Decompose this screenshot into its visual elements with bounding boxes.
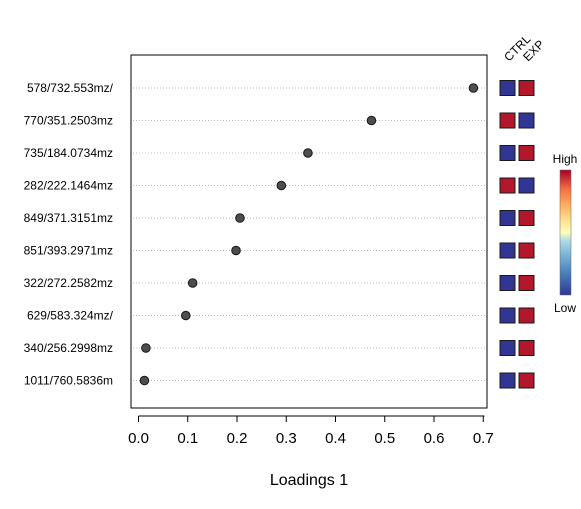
heatmap-cell-ctrl (499, 307, 516, 324)
x-tick-label: 0.0 (128, 430, 149, 447)
feature-label: 1011/760.5836m (24, 374, 113, 388)
data-point (276, 180, 287, 191)
heatmap-cell-exp (518, 145, 535, 161)
heatmap-cell-exp (518, 340, 535, 356)
feature-label: 770/351.2503mz (24, 114, 113, 128)
heatmap-cells (499, 80, 535, 389)
heatmap-cell-ctrl (499, 177, 516, 194)
heatmap-cell-ctrl (499, 145, 516, 161)
data-point (231, 245, 241, 256)
data-point (366, 115, 377, 126)
color-legend: High Low (553, 152, 578, 315)
feature-label: 849/371.3151mz (24, 211, 113, 225)
data-point (235, 213, 245, 223)
heatmap-cell-ctrl (499, 210, 516, 226)
heatmap-cell-exp (518, 112, 535, 129)
feature-label: 322/272.2582mz (24, 276, 113, 290)
heatmap-cell-ctrl (499, 242, 516, 259)
heatmap-cell-exp (518, 242, 535, 259)
heatmap-cell-exp (518, 372, 535, 389)
data-point (180, 310, 191, 321)
data-points (139, 83, 479, 386)
x-tick-label: 0.1 (177, 430, 198, 447)
feature-label: 851/393.2971mz (24, 244, 113, 258)
x-tick-label: 0.2 (227, 430, 248, 447)
feature-labels: 578/732.553mz/770/351.2503mz 735/184.0734… (24, 81, 114, 388)
x-tick-label: 0.4 (325, 430, 346, 447)
heatmap-cell-exp (518, 307, 535, 324)
heatmap-cell-ctrl (499, 340, 516, 356)
x-tick-label: 0.5 (374, 430, 395, 447)
x-tick-label: 0.3 (276, 430, 297, 447)
colorbar-low-label: Low (554, 301, 576, 315)
colorbar (559, 169, 572, 296)
plot-area (130, 54, 488, 409)
feature-label: 282/222.1464mz (24, 179, 113, 193)
colorbar-high-label: High (553, 152, 578, 166)
heatmap-cell-ctrl (499, 275, 516, 291)
heatmap-cell-ctrl (499, 372, 516, 389)
x-tick-label: 0.7 (473, 430, 494, 447)
feature-label: 578/732.553mz/ (27, 81, 114, 95)
x-axis: 0.0 0.1 0.2 0.3 0.4 0.5 0.6 0.7 (128, 415, 494, 447)
heatmap-cell-exp (518, 275, 535, 291)
heatmap-cell-ctrl (499, 112, 516, 129)
gridlines (133, 87, 485, 381)
feature-label: 735/184.0734mz (24, 146, 113, 160)
x-axis-label: Loadings 1 (270, 472, 348, 489)
feature-label: 340/256.2998mz (24, 341, 113, 355)
data-point (139, 375, 150, 386)
heatmap-cell-ctrl (499, 80, 516, 96)
heatmap-cell-exp (518, 210, 535, 226)
heatmap-cell-exp (518, 177, 535, 194)
feature-label: 629/583.324mz/ (27, 309, 114, 323)
heatmap-cell-exp (518, 80, 535, 96)
x-tick-label: 0.6 (424, 430, 445, 447)
data-point (303, 148, 313, 158)
data-point (468, 83, 479, 93)
data-point (141, 343, 151, 353)
data-point (187, 278, 198, 288)
